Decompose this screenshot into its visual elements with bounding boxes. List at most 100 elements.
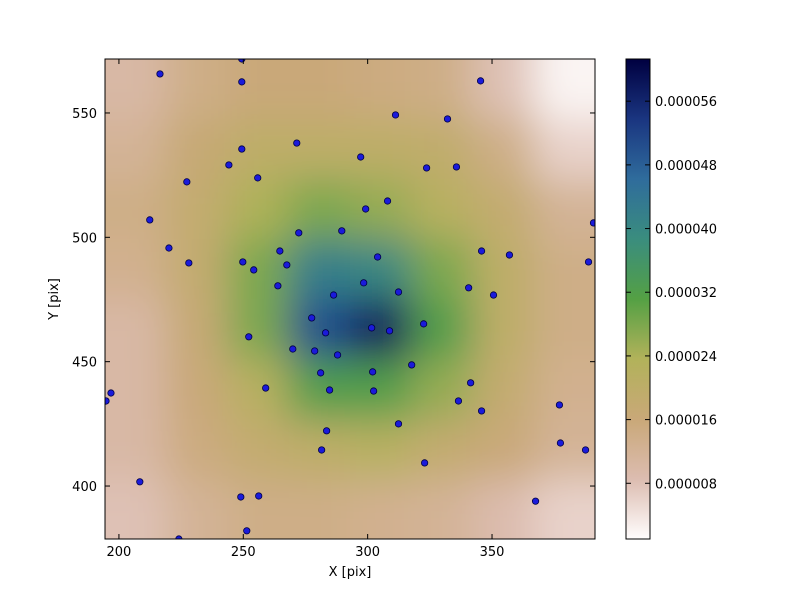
- data-point: [489, 291, 498, 299]
- data-point: [477, 247, 486, 255]
- data-point: [357, 153, 365, 161]
- data-point: [467, 379, 475, 387]
- heatmap-cell: [472, 59, 535, 120]
- data-point: [311, 347, 319, 355]
- data-point: [107, 389, 115, 397]
- data-point: [408, 361, 416, 369]
- heatmap-cell: [227, 299, 290, 360]
- heatmap-cell: [533, 179, 595, 240]
- heatmap-cell: [411, 119, 473, 180]
- heatmap-cell: [350, 59, 412, 120]
- data-point: [391, 111, 400, 119]
- data-point: [225, 161, 233, 169]
- colorbar-tick-label: 0.000016: [655, 414, 717, 429]
- heatmap-cell: [411, 179, 473, 240]
- data-point: [276, 247, 284, 255]
- heatmap-cell: [350, 119, 412, 180]
- colorbar-tick-label: 0.000024: [655, 350, 717, 365]
- colorbar: [625, 58, 651, 540]
- data-point: [255, 492, 263, 500]
- heatmap-cell: [411, 59, 473, 120]
- heatmap-cell: [533, 479, 595, 539]
- heatmap-cell: [533, 359, 595, 420]
- data-point: [238, 145, 246, 153]
- heatmap-layer: [105, 59, 595, 539]
- heatmap-cell: [227, 419, 290, 480]
- heatmap-cell: [411, 419, 473, 480]
- data-point: [239, 258, 247, 266]
- data-point: [555, 401, 564, 409]
- data-point: [394, 420, 403, 428]
- heatmap-cell: [472, 479, 535, 539]
- data-point: [452, 163, 461, 171]
- colorbar-tick-label: 0.000048: [655, 159, 717, 174]
- data-point: [322, 329, 330, 337]
- heatmap-cell: [350, 239, 412, 300]
- data-point: [531, 497, 540, 505]
- data-point: [238, 78, 246, 86]
- heatmap-cell: [105, 359, 167, 420]
- data-point: [383, 197, 392, 205]
- x-tick-label: 250: [231, 545, 256, 560]
- data-point: [584, 258, 593, 266]
- data-point: [423, 164, 431, 172]
- heatmap-cell: [166, 299, 228, 360]
- heatmap-cell: [472, 419, 535, 480]
- y-tick-label: 400: [72, 480, 97, 495]
- data-point: [262, 384, 270, 392]
- data-point: [374, 253, 382, 261]
- data-point: [326, 386, 334, 394]
- plot-frame: [104, 58, 596, 540]
- data-point: [333, 351, 342, 359]
- heatmap-cell: [166, 359, 228, 420]
- heatmap-cell: [472, 119, 535, 180]
- heatmap-cell: [350, 359, 412, 420]
- data-point: [329, 291, 338, 299]
- heatmap-cell: [227, 359, 290, 420]
- heatmap-cell: [166, 119, 228, 180]
- data-point: [283, 261, 291, 269]
- heatmap-cell: [411, 299, 473, 360]
- heatmap-cell: [166, 419, 228, 480]
- heatmap-cell: [472, 179, 535, 240]
- data-point: [308, 314, 316, 322]
- y-tick-label: 550: [72, 107, 97, 122]
- heatmap-cell: [105, 59, 167, 120]
- heatmap-cell: [288, 119, 351, 180]
- heatmap-cell: [533, 59, 595, 120]
- data-point: [136, 478, 144, 486]
- heatmap-cell: [411, 239, 473, 300]
- heatmap-cell: [472, 299, 535, 360]
- y-tick-label: 500: [72, 231, 97, 246]
- data-point: [165, 244, 173, 252]
- data-point: [245, 333, 253, 341]
- heatmap-cell: [227, 119, 290, 180]
- data-point: [183, 178, 191, 186]
- data-point: [394, 288, 403, 296]
- heatmap-cell: [105, 479, 167, 539]
- y-tick-label: 450: [72, 356, 97, 371]
- heatmap-cell: [166, 479, 228, 539]
- heatmap-cell: [533, 239, 595, 300]
- data-point: [556, 439, 565, 447]
- data-point: [370, 387, 378, 395]
- y-axis-label: Y [pix]: [47, 278, 62, 321]
- x-tick-label: 350: [480, 545, 505, 560]
- data-point: [385, 327, 394, 335]
- data-point: [443, 115, 452, 123]
- heatmap-cell: [227, 479, 290, 539]
- heatmap-cell: [166, 179, 228, 240]
- heatmap-cell: [105, 119, 167, 180]
- heatmap-cell: [411, 359, 473, 420]
- axes: 200 250 300 350 400 450 500 550 0.000008 0.000016…: [72, 58, 717, 560]
- heatmap-cell: [288, 299, 351, 360]
- heatmap: [105, 59, 595, 539]
- colorbar-tick-label: 0.000040: [655, 223, 717, 238]
- data-point: [237, 493, 245, 501]
- x-tick-label: 300: [355, 545, 380, 560]
- colorbar-tick-label: 0.000056: [655, 95, 717, 110]
- data-point: [318, 446, 326, 454]
- data-point: [581, 446, 590, 454]
